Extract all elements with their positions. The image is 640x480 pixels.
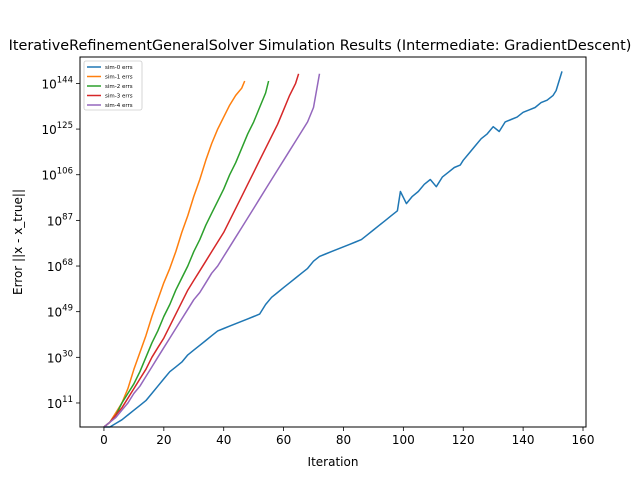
x-tick-label: 20 (156, 433, 171, 447)
series-line-sim-3 (103, 73, 300, 428)
x-tick-label: 120 (452, 433, 475, 447)
y-tick-label: 1049 (47, 304, 73, 320)
x-tick-label: 0 (100, 433, 108, 447)
y-axis: 1011 1030 1049 1068 1087 10106 10125 10144 (41, 75, 80, 411)
plot-frame (79, 56, 587, 428)
legend-label: sim-2 errs (105, 84, 133, 90)
y-tick-label: 1068 (47, 258, 73, 274)
x-axis: 0 20 40 60 80 100 120 140 160 (100, 427, 594, 447)
chart-title: IterativeRefinementGeneralSolver Simulat… (9, 38, 632, 54)
legend-label: sim-4 errs (105, 103, 133, 109)
series-line-sim-0 (104, 71, 563, 428)
y-tick-label: 1087 (47, 212, 73, 228)
y-axis-label: Error ||x - x_true|| (11, 189, 25, 295)
series-line-sim-4 (103, 73, 321, 428)
x-axis-label: Iteration (308, 455, 359, 469)
x-tick-label: 160 (572, 433, 595, 447)
x-tick-label: 100 (392, 433, 415, 447)
y-tick-label: 10125 (41, 121, 73, 137)
y-tick-label: 10106 (41, 167, 73, 183)
y-tick-label: 1030 (47, 349, 73, 365)
legend-label: sim-3 errs (105, 94, 133, 100)
plot-lines (103, 71, 563, 428)
series-line-sim-2 (103, 80, 270, 428)
series-line-sim-1 (103, 80, 246, 428)
x-tick-label: 80 (336, 433, 351, 447)
x-tick-label: 40 (216, 433, 231, 447)
y-tick-label: 1011 (47, 395, 73, 411)
legend: sim-0 errs sim-1 errs sim-2 errs sim-3 errs… (83, 60, 143, 111)
x-tick-label: 140 (512, 433, 535, 447)
legend-box (83, 60, 143, 111)
x-tick-label: 60 (276, 433, 291, 447)
legend-label: sim-1 errs (105, 75, 133, 81)
legend-label: sim-0 errs (105, 65, 133, 71)
y-tick-label: 10144 (41, 75, 73, 91)
